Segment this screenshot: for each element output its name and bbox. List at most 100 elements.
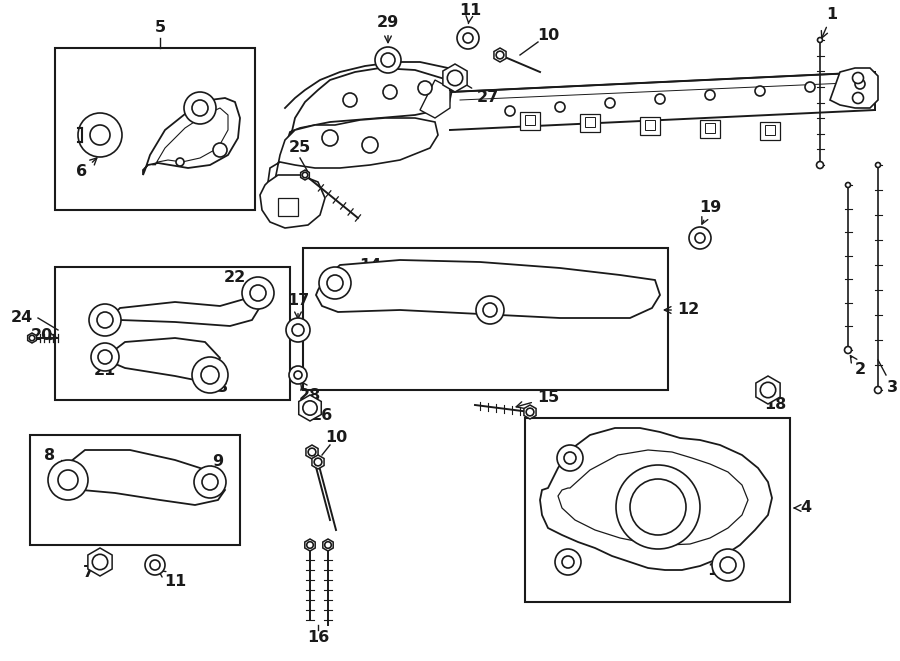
Circle shape [308, 448, 316, 456]
Text: 19: 19 [699, 200, 721, 224]
Circle shape [760, 382, 776, 398]
Polygon shape [58, 450, 225, 505]
Text: 23: 23 [207, 380, 230, 395]
Circle shape [48, 460, 88, 500]
Text: 18: 18 [764, 394, 786, 412]
Text: 6: 6 [76, 158, 97, 180]
Polygon shape [830, 68, 878, 108]
Circle shape [192, 357, 228, 393]
Circle shape [78, 113, 122, 157]
Bar [520, 112, 540, 130]
Circle shape [476, 296, 504, 324]
Circle shape [557, 445, 583, 471]
Circle shape [327, 275, 343, 291]
Polygon shape [305, 539, 315, 551]
Text: 26: 26 [310, 407, 333, 422]
Circle shape [852, 93, 863, 104]
Polygon shape [301, 170, 310, 180]
Bar [55, 267, 290, 400]
Circle shape [242, 277, 274, 309]
Circle shape [58, 470, 78, 490]
Circle shape [564, 452, 576, 464]
Text: 10: 10 [325, 430, 347, 444]
Circle shape [97, 312, 113, 328]
Bar [640, 117, 660, 135]
Circle shape [875, 387, 881, 393]
Bar [765, 126, 775, 136]
Text: 10: 10 [537, 28, 559, 42]
Text: 12: 12 [664, 303, 699, 317]
Bar [30, 435, 240, 545]
Circle shape [630, 479, 686, 535]
Circle shape [605, 98, 615, 108]
Bar [760, 122, 780, 140]
Text: 25: 25 [289, 141, 311, 155]
Circle shape [457, 27, 479, 49]
Text: 2: 2 [850, 356, 866, 377]
Polygon shape [524, 405, 536, 419]
Text: 22: 22 [224, 270, 255, 291]
Text: 11: 11 [459, 3, 482, 24]
Circle shape [844, 346, 851, 354]
Text: 13: 13 [706, 563, 729, 578]
Circle shape [689, 227, 711, 249]
Polygon shape [316, 260, 660, 318]
Polygon shape [420, 80, 450, 118]
Text: 7: 7 [83, 565, 99, 580]
Text: 11: 11 [158, 570, 186, 590]
Text: 21: 21 [94, 360, 116, 378]
Circle shape [322, 130, 338, 146]
Polygon shape [88, 548, 112, 576]
Circle shape [616, 465, 700, 549]
Bar [525, 418, 790, 602]
Circle shape [447, 70, 463, 86]
Polygon shape [494, 48, 506, 62]
Text: 14: 14 [339, 258, 381, 279]
Bar [525, 114, 535, 125]
Circle shape [705, 90, 715, 100]
Circle shape [505, 106, 515, 116]
Circle shape [755, 86, 765, 96]
Circle shape [381, 53, 395, 67]
Circle shape [286, 318, 310, 342]
Circle shape [213, 143, 227, 157]
Polygon shape [106, 338, 220, 380]
Circle shape [194, 466, 226, 498]
Bar [700, 120, 720, 137]
Bar [645, 120, 655, 130]
Circle shape [383, 85, 397, 99]
Circle shape [496, 51, 504, 59]
Circle shape [90, 125, 110, 145]
Text: 15: 15 [517, 391, 559, 408]
Polygon shape [443, 64, 467, 92]
Text: 17: 17 [287, 293, 309, 319]
Polygon shape [260, 175, 325, 228]
Circle shape [307, 542, 313, 549]
Circle shape [250, 285, 266, 301]
Circle shape [555, 102, 565, 112]
Circle shape [483, 303, 497, 317]
Circle shape [98, 350, 112, 364]
Polygon shape [558, 450, 748, 545]
Bar [55, 48, 255, 210]
Text: 8: 8 [44, 447, 65, 467]
Circle shape [695, 233, 705, 243]
Circle shape [375, 47, 401, 73]
Circle shape [314, 458, 322, 466]
Polygon shape [306, 445, 318, 459]
Polygon shape [268, 118, 438, 195]
Circle shape [201, 366, 219, 384]
Text: 5: 5 [155, 20, 166, 36]
Circle shape [302, 401, 317, 415]
Polygon shape [323, 539, 333, 551]
Text: 20: 20 [31, 327, 57, 342]
Circle shape [343, 93, 357, 107]
Circle shape [145, 555, 165, 575]
Bar [303, 248, 668, 390]
Circle shape [805, 82, 815, 92]
Polygon shape [285, 68, 452, 160]
Polygon shape [28, 333, 36, 343]
Circle shape [845, 182, 850, 188]
Circle shape [720, 557, 736, 573]
Polygon shape [299, 395, 321, 421]
